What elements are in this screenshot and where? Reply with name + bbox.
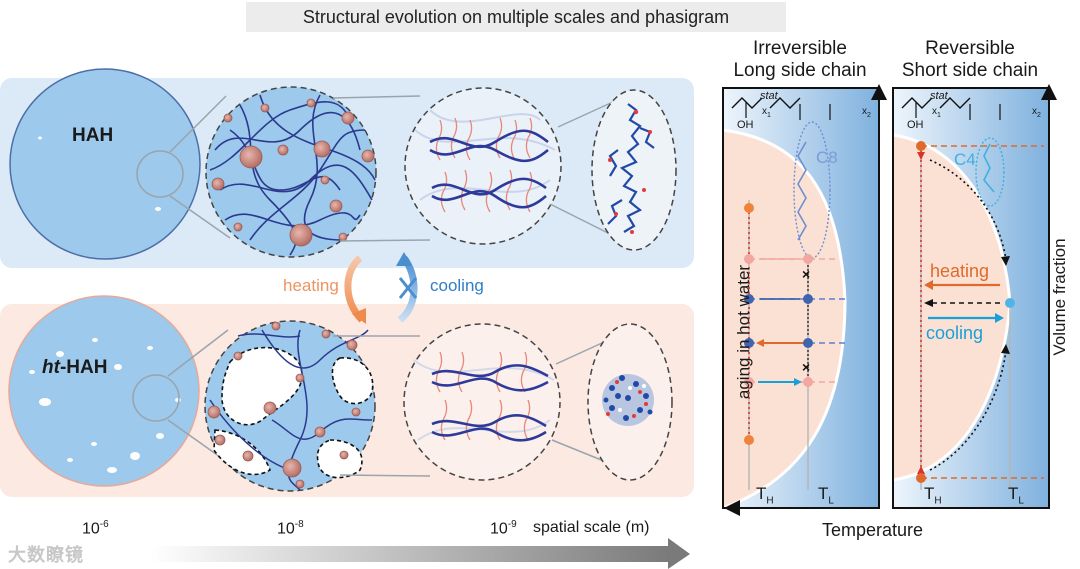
x-axis-label: Temperature (822, 520, 924, 540)
left-th-label: TH (756, 484, 774, 507)
scale-tick-2: 10-8 (277, 519, 304, 538)
scale-axis-label: spatial scale (m) (533, 519, 650, 536)
left-formula-x1: x1 (762, 106, 771, 119)
left-formula-stat: stat (760, 90, 778, 102)
zoom-circle-bottom (132, 374, 180, 422)
phasigram-right (892, 84, 1057, 509)
left-chain-label: C8 (816, 148, 838, 167)
phasigram-left: × × (722, 84, 887, 516)
left-header-line1: Irreversible (753, 38, 847, 59)
right-cooling-label: cooling (926, 323, 984, 343)
svg-text:×: × (802, 359, 810, 375)
right-tl-label: TL (1008, 484, 1024, 507)
ht-hah-label-rest: -HAH (59, 357, 108, 378)
left-formula-x2: x2 (862, 106, 871, 119)
molecule-ellipse-bottom (587, 323, 673, 481)
heating-label: heating (283, 276, 339, 295)
left-tl-label: TL (818, 484, 834, 507)
right-formula-x2: x2 (1032, 106, 1041, 119)
network-circle-bottom (204, 320, 376, 492)
ht-hah-label-italic: ht (42, 357, 60, 378)
y-axis-label: Volume fraction (1050, 238, 1069, 356)
right-header-line1: Reversible (925, 38, 1015, 59)
scale-arrow-head (668, 538, 690, 569)
right-formula-oh: OH (907, 119, 924, 131)
cooling-label: cooling (430, 276, 484, 295)
watermark: 大数瞭镜 (8, 545, 84, 565)
right-header-line2: Short side chain (901, 60, 1039, 81)
ht-hah-macro-circle (8, 295, 200, 487)
scale-tick-1: 10-6 (82, 519, 109, 538)
left-formula-oh: OH (737, 119, 754, 131)
hah-macro-circle (9, 68, 201, 260)
cross-mark (398, 277, 418, 299)
aging-label: aging in hot water (734, 264, 753, 400)
helix-circle-top (404, 87, 562, 245)
right-formula-x1: x1 (932, 106, 941, 119)
molecule-ellipse-top (591, 89, 677, 251)
scale-arrow-bar (150, 546, 670, 562)
figure-title: Structural evolution on multiple scales … (246, 2, 786, 32)
hah-label: HAH (72, 125, 114, 146)
right-heating-label: heating (930, 261, 990, 281)
svg-text:×: × (802, 266, 810, 282)
scale-tick-3: 10-9 (490, 519, 517, 538)
zoom-circle-top (136, 150, 184, 198)
helix-circle-bottom (403, 323, 561, 481)
right-chain-label: C4 (954, 150, 976, 169)
left-header-line2: Long side chain (733, 60, 867, 81)
right-th-label: TH (924, 484, 942, 507)
ht-hah-label: ht-HAH (42, 357, 107, 379)
network-circle-top (205, 86, 377, 258)
right-formula-stat: stat (930, 90, 948, 102)
